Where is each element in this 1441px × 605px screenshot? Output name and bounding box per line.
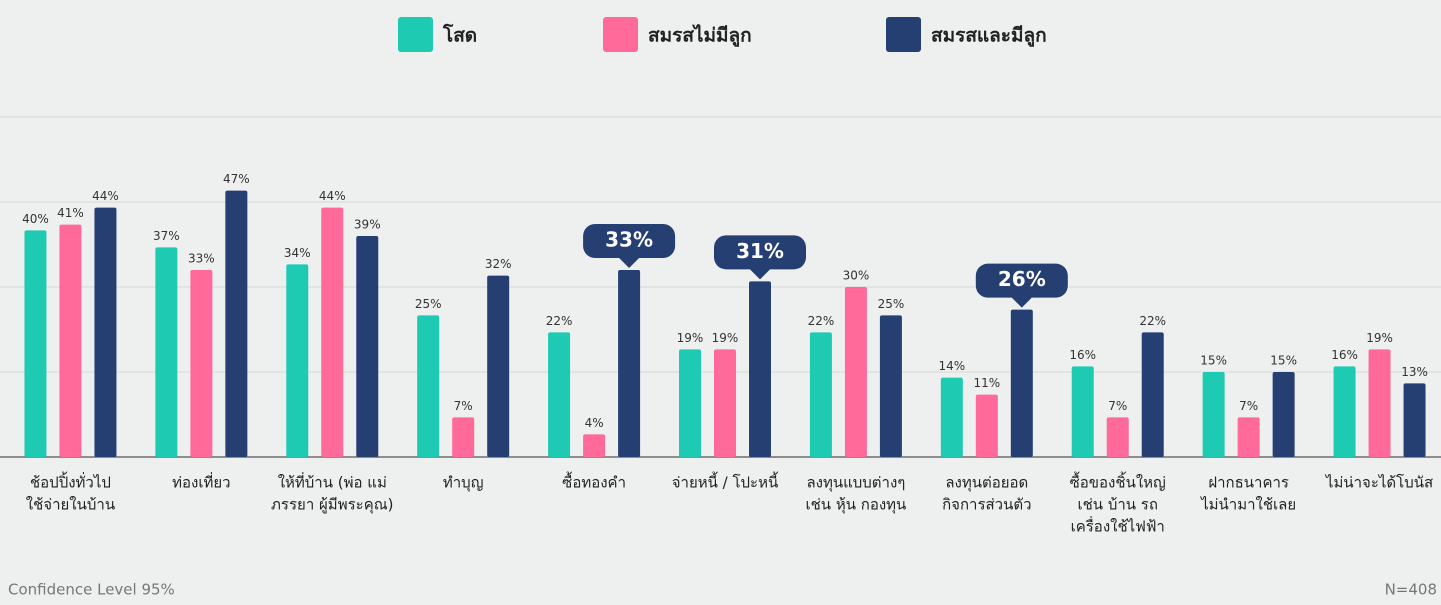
x-tick-label: ฝากธนาคาร <box>1208 474 1289 492</box>
bar <box>583 434 606 457</box>
value-label: 7% <box>454 399 473 413</box>
value-label: 25% <box>415 297 442 311</box>
bar <box>190 270 213 457</box>
bar <box>1403 383 1426 457</box>
x-tick-label: เครื่องใช้ไฟฟ้า <box>1071 516 1165 536</box>
x-tick-label: ช้อปปิ้งทั่วไป <box>30 472 111 492</box>
bar <box>618 270 641 457</box>
bar <box>975 394 998 457</box>
bar <box>1071 366 1094 457</box>
callout-label: 33% <box>605 228 653 252</box>
bar <box>679 349 701 457</box>
legend-swatch <box>603 17 638 52</box>
value-label: 30% <box>843 269 870 283</box>
x-tick-label: ซื้อของชิ้นใหญ่ <box>1070 472 1166 492</box>
bar <box>155 247 178 457</box>
bar <box>1237 417 1260 457</box>
value-label: 4% <box>585 416 604 430</box>
bar <box>356 236 379 457</box>
x-tick-label: เช่น หุ้น กองทุน <box>806 496 907 515</box>
value-label: 19% <box>712 331 739 345</box>
x-tick-label: ภรรยา ผู้มีพระคุณ) <box>271 496 393 515</box>
callout-label: 31% <box>736 239 784 263</box>
x-tick-label: ไม่น่าจะได้โบนัส <box>1325 474 1433 492</box>
bar <box>548 332 571 457</box>
legend-label: สมรสและมีลูก <box>931 25 1047 48</box>
value-label: 37% <box>153 229 180 243</box>
value-label: 19% <box>677 331 704 345</box>
value-label: 40% <box>22 212 49 226</box>
value-label: 14% <box>938 359 965 373</box>
bar <box>1106 417 1129 457</box>
x-tick-label: กิจการส่วนตัว <box>942 496 1031 514</box>
value-label: 7% <box>1239 399 1258 413</box>
value-label: 41% <box>57 206 84 220</box>
bar <box>1010 309 1033 457</box>
bar <box>1141 332 1164 457</box>
value-label: 22% <box>546 314 573 328</box>
value-label: 44% <box>319 189 346 203</box>
bar <box>286 264 309 457</box>
x-tick-label: ลงทุนต่อยอด <box>945 474 1028 493</box>
x-tick-label: ซื้อทองคำ <box>562 472 626 492</box>
bar <box>879 315 902 457</box>
value-label: 7% <box>1108 399 1127 413</box>
value-label: 15% <box>1200 354 1227 368</box>
x-tick-label: จ่ายหนี้ / โปะหนี้ <box>672 472 779 492</box>
bar <box>1272 372 1295 457</box>
callout-label: 26% <box>998 267 1046 291</box>
bar <box>1202 372 1225 457</box>
value-label: 19% <box>1366 331 1393 345</box>
bar <box>417 315 440 457</box>
x-tick-label: เช่น บ้าน รถ <box>1078 496 1158 514</box>
x-tick-label: ท่องเที่ยว <box>172 472 230 492</box>
bar <box>1333 366 1356 457</box>
bar <box>809 332 832 457</box>
legend-swatch <box>398 17 433 52</box>
callout <box>583 224 676 268</box>
x-tick-label: ทำบุญ <box>443 474 484 493</box>
callout <box>975 263 1068 308</box>
value-label: 32% <box>485 257 512 271</box>
callout <box>714 235 806 280</box>
value-label: 16% <box>1331 348 1358 362</box>
bar <box>749 281 771 457</box>
value-label: 33% <box>188 252 215 266</box>
value-label: 44% <box>92 189 119 203</box>
legend-label: โสด <box>442 24 477 47</box>
x-tick-label: ให้ที่บ้าน (พ่อ แม่ <box>278 472 387 492</box>
x-tick-label: ลงทุนแบบต่างๆ <box>806 474 905 493</box>
x-tick-label: ใช้จ่ายในบ้าน <box>26 496 115 514</box>
value-label: 22% <box>1139 314 1166 328</box>
value-label: 15% <box>1270 354 1297 368</box>
bar <box>94 207 117 457</box>
bar <box>487 275 510 457</box>
value-label: 25% <box>878 297 905 311</box>
value-label: 13% <box>1401 365 1428 379</box>
bar <box>714 349 736 457</box>
value-label: 34% <box>284 246 311 260</box>
footnote-right: N=408 <box>1385 581 1437 599</box>
value-label: 22% <box>808 314 835 328</box>
value-label: 11% <box>973 376 1000 390</box>
legend-swatch <box>886 17 921 52</box>
bar <box>24 230 47 457</box>
bar <box>225 190 248 457</box>
bar <box>844 287 867 457</box>
footnote-left: Confidence Level 95% <box>8 581 175 599</box>
value-label: 47% <box>223 172 250 186</box>
bar <box>452 417 475 457</box>
bar <box>59 224 82 457</box>
value-label: 16% <box>1069 348 1096 362</box>
bar <box>1368 349 1391 457</box>
x-tick-label: ไม่นำมาใช้เลย <box>1200 496 1296 514</box>
legend-label: สมรสไม่มีลูก <box>648 24 752 48</box>
bar <box>321 207 344 457</box>
bar <box>940 377 963 457</box>
value-label: 39% <box>354 218 381 232</box>
